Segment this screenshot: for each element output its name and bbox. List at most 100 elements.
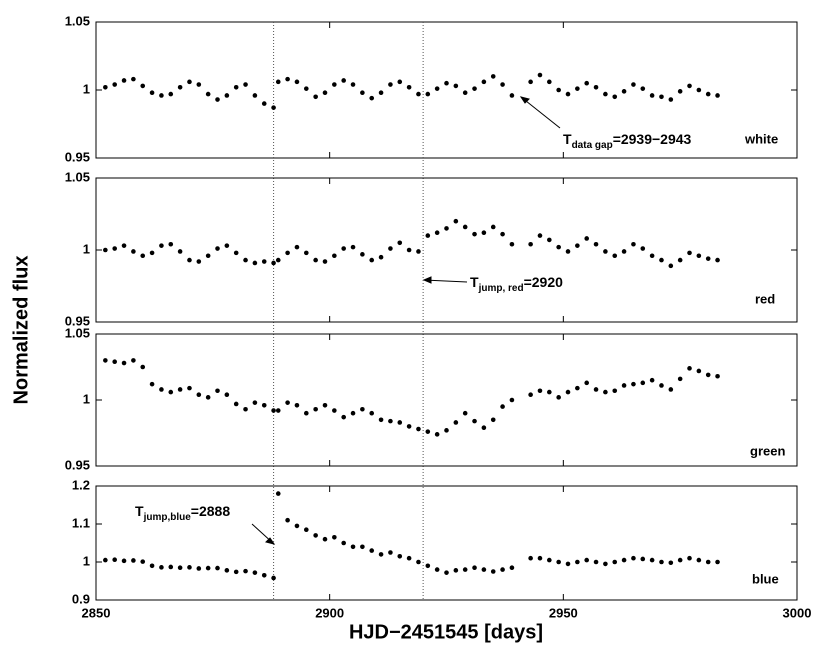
data-point <box>556 559 561 565</box>
data-point <box>261 259 267 264</box>
data-point <box>294 402 300 408</box>
data-point <box>677 89 683 94</box>
data-point <box>593 84 599 90</box>
annotation-subscript: jump, red <box>478 283 524 294</box>
annotation: Tjump, red=2920 <box>470 274 563 294</box>
data-point <box>350 544 356 550</box>
data-point <box>603 91 608 97</box>
data-point <box>341 78 346 83</box>
data-point <box>528 392 533 398</box>
data-point <box>332 253 337 259</box>
data-point <box>332 82 337 87</box>
data-point <box>378 254 384 260</box>
y-tick-label: 0.95 <box>65 313 90 328</box>
data-point <box>177 387 183 392</box>
data-point <box>715 93 720 98</box>
data-point <box>687 555 692 561</box>
data-point <box>332 408 337 413</box>
x-axis-label: HJD−2451545 [days] <box>349 621 543 643</box>
data-point <box>271 575 276 581</box>
data-point <box>444 428 449 433</box>
data-point <box>313 257 318 263</box>
data-point <box>177 84 183 90</box>
data-point <box>631 241 636 247</box>
data-point <box>481 425 487 431</box>
data-point <box>603 389 608 395</box>
data-point <box>196 392 202 398</box>
arrow-head <box>265 537 276 545</box>
data-point <box>547 79 552 85</box>
data-point <box>659 559 664 565</box>
data-point <box>416 91 421 97</box>
data-point <box>131 558 136 563</box>
data-point <box>149 381 155 387</box>
data-point <box>631 555 636 561</box>
data-point <box>640 380 646 386</box>
arrow-head <box>422 276 432 284</box>
data-point <box>304 250 309 256</box>
data-point <box>687 366 692 371</box>
data-point <box>490 417 496 423</box>
data-point <box>472 565 477 570</box>
data-point <box>304 410 309 416</box>
data-point <box>705 559 711 565</box>
data-point <box>640 86 646 91</box>
data-point <box>659 94 664 100</box>
data-point <box>481 567 487 572</box>
data-point <box>121 78 127 83</box>
data-point <box>490 224 496 230</box>
data-point <box>103 557 108 563</box>
data-point <box>294 244 300 250</box>
data-point <box>350 244 356 250</box>
data-point <box>140 83 146 89</box>
data-point <box>640 246 646 251</box>
data-point <box>537 233 543 238</box>
data-point <box>243 257 248 263</box>
data-point <box>649 93 655 98</box>
data-point <box>631 381 636 387</box>
data-point <box>196 82 202 87</box>
data-point <box>668 387 674 392</box>
data-point <box>233 84 239 90</box>
data-point <box>397 420 403 425</box>
data-point <box>668 97 674 102</box>
data-point <box>121 558 127 564</box>
data-point <box>425 91 431 97</box>
data-point <box>140 364 146 370</box>
data-point <box>168 241 174 247</box>
data-point <box>168 564 174 570</box>
data-point <box>612 253 618 259</box>
data-point <box>388 550 393 555</box>
annotation-value: =2920 <box>524 274 564 290</box>
data-point <box>168 91 174 97</box>
data-point <box>285 517 290 523</box>
data-point <box>668 263 674 269</box>
arrow <box>520 96 561 129</box>
data-point <box>378 90 384 96</box>
data-point <box>341 414 346 420</box>
data-point <box>640 556 646 562</box>
data-point <box>196 566 202 571</box>
data-point <box>350 410 356 416</box>
annotation: Tdata gap=2939−2943 <box>563 131 692 151</box>
data-point <box>140 253 146 259</box>
data-point <box>434 432 440 437</box>
data-point <box>243 82 248 87</box>
data-point <box>687 83 692 89</box>
data-point <box>659 383 664 388</box>
annotation-value: =2939−2943 <box>613 131 692 147</box>
data-point <box>360 406 365 412</box>
data-point <box>444 80 449 86</box>
y-tick-label: 1 <box>83 391 90 406</box>
plot-frame <box>95 21 798 159</box>
data-point <box>159 93 164 98</box>
data-point <box>547 557 552 563</box>
data-point <box>103 84 108 90</box>
data-point <box>509 397 515 403</box>
data-point <box>621 249 627 254</box>
y-tick-label: 0.95 <box>65 149 90 164</box>
data-point <box>215 97 220 102</box>
data-point <box>696 368 702 374</box>
data-point <box>121 360 127 366</box>
data-point <box>434 567 440 572</box>
